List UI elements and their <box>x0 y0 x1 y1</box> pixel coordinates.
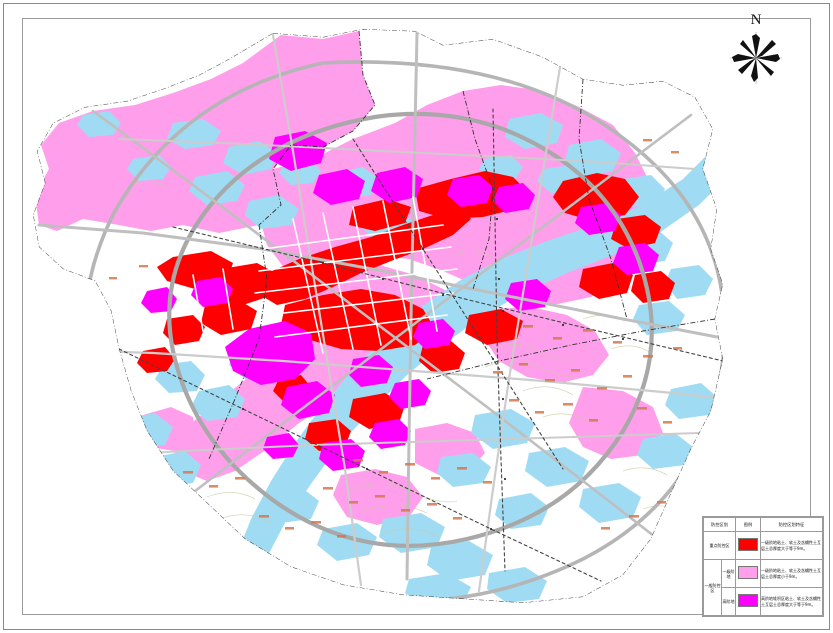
point-symbols <box>241 217 625 531</box>
road-network <box>33 31 723 603</box>
red-swatch <box>738 538 758 551</box>
legend-header-zone: 防控区划 <box>703 517 736 532</box>
compass-rose: N <box>726 12 786 84</box>
legend-feature-key: 一级阶地粘土、软土及含蠕性土互层土总厚度大于等于9m。 <box>760 531 823 560</box>
legend-header-feature: 防控区划特征 <box>760 517 823 532</box>
legend-swatch-cell-pink <box>735 559 761 588</box>
legend-row-key-control: 重点防控区 一级阶地粘土、软土及含蠕性土互层土总厚度大于等于9m。 <box>703 531 823 560</box>
legend-header-row: 防控区划 图例 防控区划特征 <box>703 517 823 532</box>
map-legend: 防控区划 图例 防控区划特征 重点防控区 一级阶地粘土、软土及含蠕性土互层土总厚… <box>702 516 824 617</box>
legend-header-symbol: 图例 <box>735 517 761 532</box>
north-label: N <box>750 12 762 28</box>
legend-subcategory-high-terrace: 高阶地 <box>721 587 736 616</box>
map-neatline <box>22 18 811 615</box>
legend-category-general: 一般防控区 <box>703 559 722 616</box>
legend-swatch-cell-red <box>735 531 761 560</box>
magenta-swatch <box>738 594 758 607</box>
legend-row-general-terrace: 一般防控区 一级阶地 一级阶地粘土、软土及含蠕性土互层土总厚度小于9m。 <box>703 559 823 616</box>
place-labels <box>109 139 693 538</box>
legend-category-key: 重点防控区 <box>703 531 736 560</box>
legend-table: 防控区划 图例 防控区划特征 重点防控区 一级阶地粘土、软土及含蠕性土互层土总厚… <box>703 517 823 616</box>
pink-swatch <box>738 566 758 579</box>
thematic-map-canvas <box>23 19 810 614</box>
legend-row-high-terrace: 高阶地 高阶地堆积区粘土、软土及含蠕性土互层土总厚度大于等于9m。 <box>704 587 823 616</box>
legend-feature-high: 高阶地堆积区粘土、软土及含蠕性土互层土总厚度大于等于9m。 <box>760 587 823 616</box>
legend-swatch-cell-magenta <box>735 587 761 616</box>
legend-subcategory-first-terrace: 一级阶地 <box>721 559 736 588</box>
legend-feature-general: 一级阶地粘土、软土及含蠕性土互层土总厚度小于9m。 <box>760 559 823 588</box>
compass-rose-icon <box>730 32 782 84</box>
admin-boundaries <box>33 29 723 603</box>
key-control-zone-red <box>137 171 675 451</box>
